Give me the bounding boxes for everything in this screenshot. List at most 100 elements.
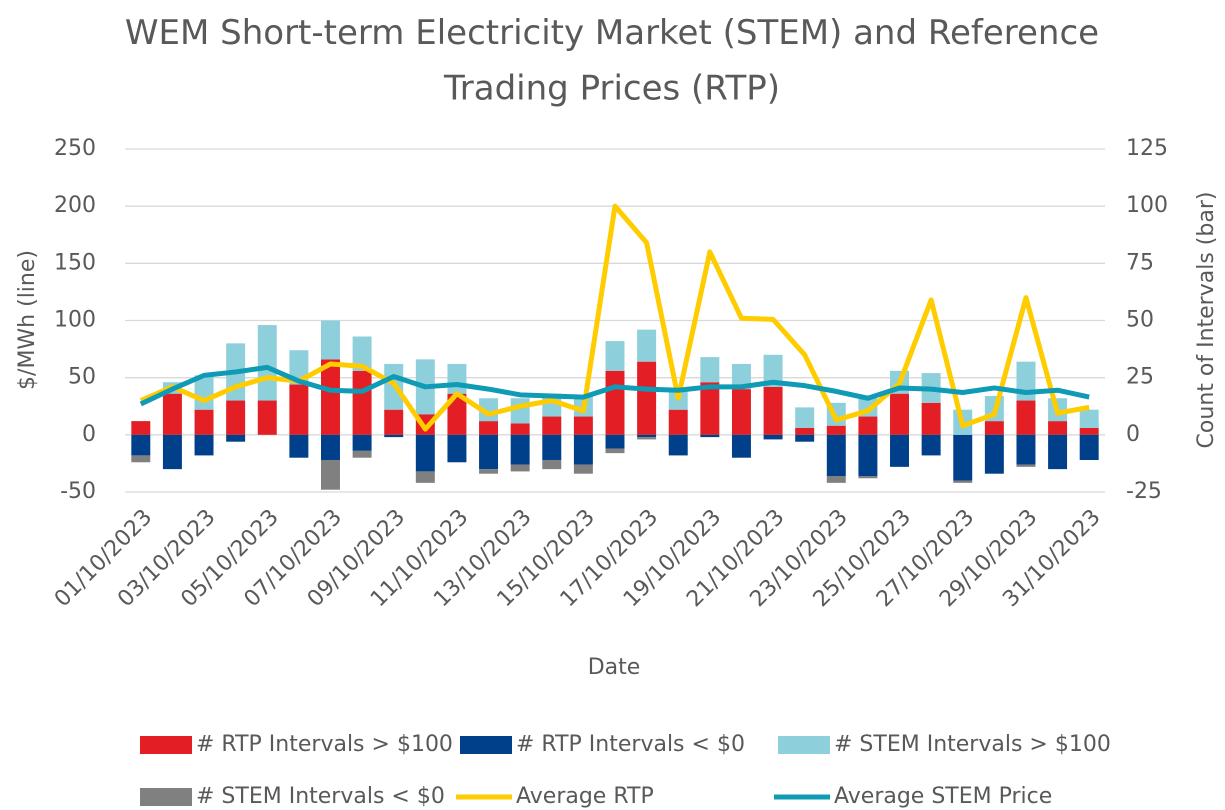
bar [953, 434, 973, 481]
legend-label: # RTP Intervals < $0 [516, 732, 745, 757]
bar [637, 329, 657, 362]
bar [321, 359, 340, 435]
bar [447, 393, 467, 435]
bar [858, 416, 878, 435]
bar [257, 325, 277, 401]
bar [605, 341, 625, 371]
bar [700, 434, 720, 438]
bar [542, 434, 562, 460]
bar [605, 434, 625, 449]
bar [573, 416, 593, 435]
bar [162, 434, 182, 470]
bar [1079, 434, 1099, 460]
legend-label: # RTP Intervals > $100 [196, 732, 453, 757]
bar [890, 434, 909, 467]
bar [226, 434, 246, 442]
bar [194, 409, 214, 435]
bar [321, 320, 340, 360]
bar [542, 416, 562, 435]
bar [953, 480, 973, 483]
bar [131, 434, 151, 456]
bar [921, 434, 941, 456]
bar [1016, 434, 1036, 465]
x-axis-title: Date [588, 655, 641, 680]
bar [605, 448, 625, 454]
bar [510, 423, 530, 435]
bar [731, 389, 751, 435]
bar [858, 434, 878, 476]
bar [984, 434, 1004, 474]
bar [1016, 464, 1036, 467]
legend-label: Average STEM Price [834, 784, 1052, 809]
bar [921, 402, 941, 435]
y-tick-label: 200 [54, 193, 96, 218]
bar [226, 400, 246, 435]
y2-tick-label: 125 [1126, 136, 1168, 161]
bar [479, 469, 499, 474]
bar [763, 386, 783, 435]
bar [763, 354, 783, 387]
legend-label: Average RTP [516, 784, 654, 809]
bar [321, 459, 340, 490]
y2-tick-label: 0 [1126, 422, 1140, 447]
line [139, 364, 1090, 407]
y-tick-label: 250 [54, 136, 96, 161]
bar [826, 434, 846, 476]
y2-tick-label: 100 [1126, 193, 1168, 218]
bar [1048, 421, 1068, 435]
bar [352, 336, 372, 371]
bar [352, 370, 372, 435]
y2-tick-label: -25 [1126, 479, 1162, 504]
y2-tick-label: 25 [1126, 365, 1154, 390]
bar [194, 434, 214, 456]
bar [763, 434, 783, 440]
bar [289, 434, 309, 458]
y2-tick-label: 75 [1126, 250, 1154, 275]
bar [984, 421, 1004, 435]
bar [795, 407, 815, 428]
bar [668, 409, 688, 435]
y-tick-label: 150 [54, 250, 96, 275]
bar [668, 434, 688, 456]
legend-swatch [140, 788, 192, 806]
bar [257, 400, 277, 435]
bar [542, 459, 562, 470]
bar [637, 434, 657, 438]
bar [605, 370, 625, 435]
bar [826, 425, 846, 435]
y-tick-label: 0 [82, 422, 96, 447]
bar [384, 434, 404, 438]
bar [795, 434, 815, 442]
y-tick-label: 100 [54, 308, 96, 333]
bar [447, 363, 467, 394]
y-tick-label: -50 [60, 479, 96, 504]
y2-tick-label: 50 [1126, 308, 1154, 333]
bar [352, 434, 372, 451]
bar [1016, 400, 1036, 435]
bar [573, 464, 593, 474]
bar [731, 434, 751, 458]
bar [573, 434, 593, 465]
bar [858, 475, 878, 479]
bar [415, 434, 435, 472]
y-axis-title: $/MWh (line) [15, 250, 40, 390]
legend-swatch [778, 736, 830, 754]
bar [162, 393, 182, 435]
bar [890, 393, 909, 435]
bar [479, 421, 499, 435]
chart-title-continued: Trading Prices (RTP) [443, 69, 780, 109]
bar [510, 434, 530, 465]
bar [637, 361, 657, 435]
bar [510, 464, 530, 472]
bar [352, 450, 372, 458]
bar [447, 434, 467, 463]
bar [1048, 434, 1068, 470]
bar [795, 427, 815, 435]
bar [289, 384, 309, 435]
y2-axis-title: Count of Intervals (bar) [1194, 192, 1219, 449]
bar [731, 363, 751, 390]
chart-title: WEM Short-term Electricity Market (STEM)… [125, 13, 1099, 53]
legend-swatch [460, 736, 512, 754]
bar [479, 434, 499, 470]
